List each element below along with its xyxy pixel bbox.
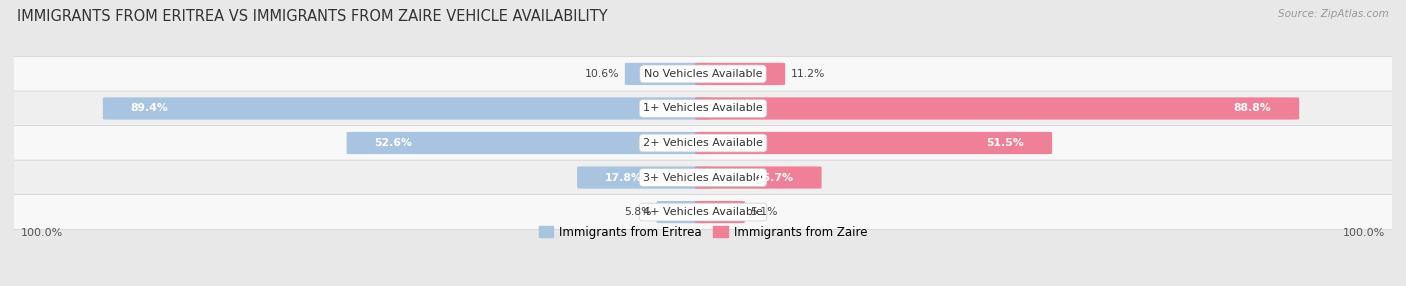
Text: 11.2%: 11.2%: [790, 69, 825, 79]
Text: 2+ Vehicles Available: 2+ Vehicles Available: [643, 138, 763, 148]
FancyBboxPatch shape: [695, 97, 1299, 120]
Text: 17.8%: 17.8%: [605, 172, 643, 182]
FancyBboxPatch shape: [576, 166, 711, 189]
Text: 100.0%: 100.0%: [1343, 229, 1385, 239]
Text: 3+ Vehicles Available: 3+ Vehicles Available: [643, 172, 763, 182]
Legend: Immigrants from Eritrea, Immigrants from Zaire: Immigrants from Eritrea, Immigrants from…: [534, 221, 872, 243]
Text: 16.7%: 16.7%: [756, 172, 794, 182]
Text: 4+ Vehicles Available: 4+ Vehicles Available: [643, 207, 763, 217]
FancyBboxPatch shape: [695, 166, 821, 189]
FancyBboxPatch shape: [657, 201, 711, 223]
Text: 10.6%: 10.6%: [585, 69, 620, 79]
FancyBboxPatch shape: [695, 63, 785, 85]
FancyBboxPatch shape: [11, 126, 1395, 160]
FancyBboxPatch shape: [11, 57, 1395, 91]
FancyBboxPatch shape: [103, 97, 711, 120]
FancyBboxPatch shape: [11, 160, 1395, 195]
Text: No Vehicles Available: No Vehicles Available: [644, 69, 762, 79]
FancyBboxPatch shape: [695, 132, 1052, 154]
Text: 88.8%: 88.8%: [1233, 104, 1271, 114]
Text: 1+ Vehicles Available: 1+ Vehicles Available: [643, 104, 763, 114]
Text: 89.4%: 89.4%: [131, 104, 169, 114]
Text: 5.1%: 5.1%: [749, 207, 778, 217]
Text: 51.5%: 51.5%: [987, 138, 1025, 148]
Text: Source: ZipAtlas.com: Source: ZipAtlas.com: [1278, 9, 1389, 19]
FancyBboxPatch shape: [11, 91, 1395, 126]
Text: IMMIGRANTS FROM ERITREA VS IMMIGRANTS FROM ZAIRE VEHICLE AVAILABILITY: IMMIGRANTS FROM ERITREA VS IMMIGRANTS FR…: [17, 9, 607, 23]
FancyBboxPatch shape: [11, 195, 1395, 229]
FancyBboxPatch shape: [695, 201, 745, 223]
Text: 52.6%: 52.6%: [374, 138, 412, 148]
FancyBboxPatch shape: [624, 63, 711, 85]
Text: 100.0%: 100.0%: [21, 229, 63, 239]
FancyBboxPatch shape: [347, 132, 711, 154]
Text: 5.8%: 5.8%: [624, 207, 651, 217]
